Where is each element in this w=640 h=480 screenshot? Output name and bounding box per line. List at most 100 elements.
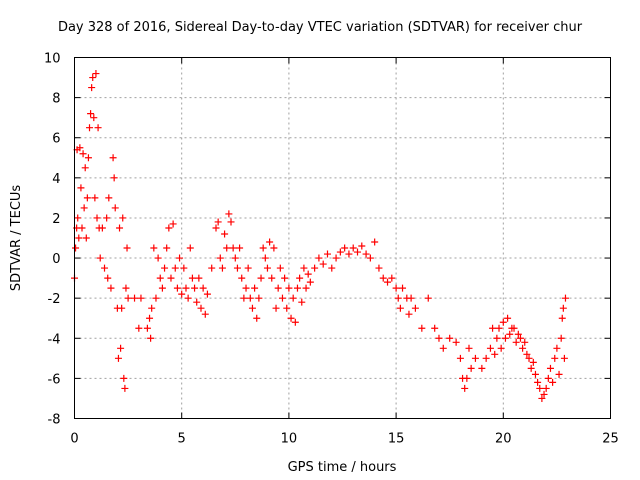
data-point xyxy=(461,384,469,392)
data-point xyxy=(147,334,155,342)
y-axis-label: SDTVAR / TECUs xyxy=(9,185,24,292)
data-point xyxy=(203,290,211,298)
data-point xyxy=(328,264,336,272)
data-point xyxy=(396,304,404,312)
data-point xyxy=(103,214,111,222)
data-point xyxy=(96,254,104,262)
data-point xyxy=(506,330,514,338)
y-tick-label: 10 xyxy=(44,52,61,67)
data-point xyxy=(553,344,561,352)
data-point xyxy=(123,244,131,252)
data-point xyxy=(120,374,128,382)
data-point xyxy=(287,314,295,322)
data-point xyxy=(167,274,175,282)
data-point xyxy=(158,284,166,292)
data-point xyxy=(362,250,370,258)
data-point xyxy=(216,254,224,262)
data-point xyxy=(341,244,349,252)
data-point xyxy=(176,254,184,262)
data-point xyxy=(84,154,92,162)
x-axis-label: GPS time / hours xyxy=(288,460,397,475)
data-point xyxy=(493,334,501,342)
data-point xyxy=(304,270,312,278)
data-point xyxy=(236,244,244,252)
data-point xyxy=(77,184,85,192)
axis-ticks: 0 5 10 15 20 25 -8 -6 -4 -2 0 2 4 6 8 10 xyxy=(44,52,619,447)
x-tick-label: 25 xyxy=(602,432,619,447)
data-point xyxy=(411,304,419,312)
data-point xyxy=(137,294,145,302)
data-point xyxy=(107,284,115,292)
data-point xyxy=(302,284,310,292)
data-point xyxy=(251,284,259,292)
data-point xyxy=(375,264,383,272)
data-point xyxy=(238,274,246,282)
data-point xyxy=(180,264,188,272)
data-point xyxy=(561,294,569,302)
x-tick-label: 0 xyxy=(70,432,78,447)
data-point xyxy=(495,324,503,332)
data-point xyxy=(514,330,522,338)
data-point xyxy=(486,344,494,352)
data-point xyxy=(122,284,130,292)
data-point xyxy=(306,278,314,286)
data-point xyxy=(497,344,505,352)
data-point xyxy=(274,284,282,292)
data-point xyxy=(109,154,117,162)
data-point xyxy=(79,150,87,158)
data-point xyxy=(311,264,319,272)
data-point xyxy=(111,204,119,212)
data-point xyxy=(542,384,550,392)
data-point xyxy=(244,264,252,272)
y-tick-label: 8 xyxy=(52,92,60,107)
data-point xyxy=(546,364,554,372)
data-point xyxy=(92,70,100,78)
data-point xyxy=(435,334,443,342)
data-point xyxy=(536,384,544,392)
data-point xyxy=(371,238,379,246)
data-point xyxy=(555,370,563,378)
data-point xyxy=(259,244,267,252)
data-point xyxy=(156,274,164,282)
data-point xyxy=(165,224,173,232)
data-point xyxy=(407,294,415,302)
data-point xyxy=(201,310,209,318)
data-point xyxy=(499,318,507,326)
data-point xyxy=(214,218,222,226)
data-point xyxy=(83,194,91,202)
data-point xyxy=(178,290,186,298)
data-point xyxy=(399,284,407,292)
data-point xyxy=(184,294,192,302)
data-point xyxy=(171,264,179,272)
data-point xyxy=(75,234,83,242)
y-tick-label: -4 xyxy=(48,332,61,347)
data-point xyxy=(81,164,89,172)
data-point xyxy=(285,284,293,292)
data-point xyxy=(272,304,280,312)
data-point xyxy=(296,274,304,282)
data-point xyxy=(182,284,190,292)
data-point xyxy=(80,204,88,212)
data-point xyxy=(118,304,126,312)
data-point xyxy=(94,124,102,132)
data-point xyxy=(117,344,125,352)
data-point xyxy=(76,144,84,152)
data-point xyxy=(544,374,552,382)
data-point xyxy=(276,264,284,272)
data-point xyxy=(242,284,250,292)
data-point xyxy=(456,354,464,362)
data-point xyxy=(229,244,237,252)
data-point xyxy=(82,234,90,242)
data-point xyxy=(531,370,539,378)
data-point xyxy=(257,274,265,282)
data-point xyxy=(253,314,261,322)
data-point xyxy=(188,274,196,282)
data-point xyxy=(89,74,97,82)
data-point xyxy=(525,354,533,362)
data-point xyxy=(424,294,432,302)
data-point xyxy=(268,274,276,282)
y-tick-label: 6 xyxy=(52,132,60,147)
data-point xyxy=(227,218,235,226)
data-point xyxy=(98,224,106,232)
data-point xyxy=(104,274,112,282)
